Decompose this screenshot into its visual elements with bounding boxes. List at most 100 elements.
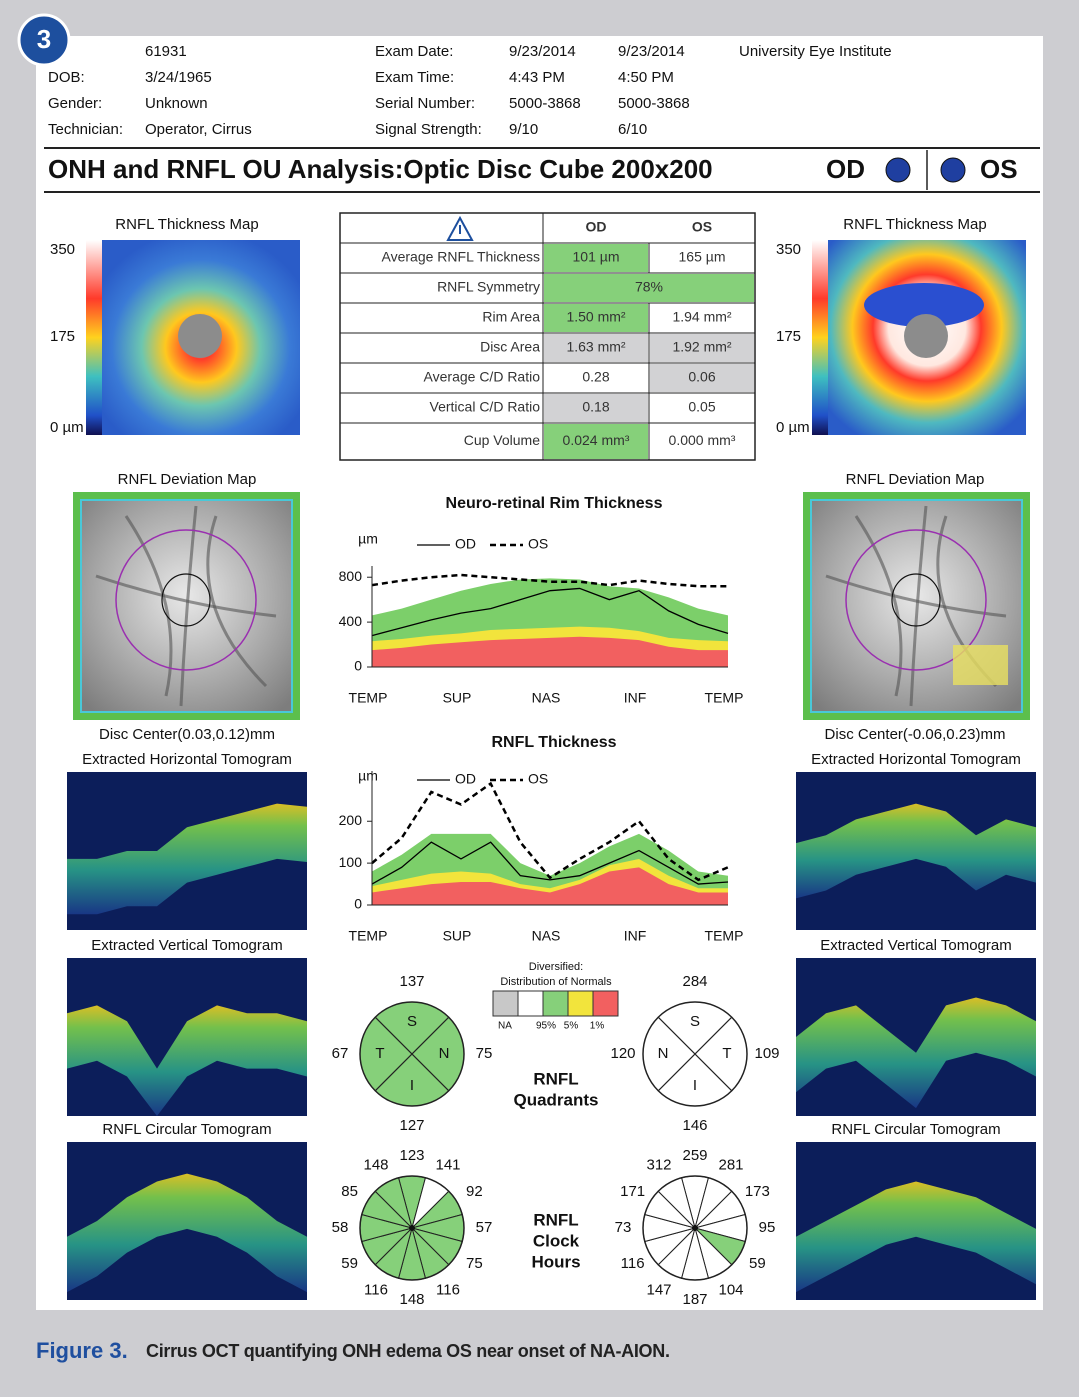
x-tick-label: INF xyxy=(624,928,647,944)
clock-value: 171 xyxy=(620,1183,645,1200)
field-value: Operator, Cirrus xyxy=(145,121,252,138)
legend-label: 1% xyxy=(590,1021,605,1032)
tomogram-layer xyxy=(67,1005,307,1116)
table-label: Vertical C/D Ratio xyxy=(430,399,541,415)
legend-label: OS xyxy=(528,771,548,787)
clock-value: 85 xyxy=(341,1183,358,1200)
legend-label: NA xyxy=(498,1021,512,1032)
table-cell xyxy=(544,244,648,272)
series-line xyxy=(371,587,729,637)
legend-title: Diversified: xyxy=(529,961,583,973)
quadrant-title: RNFL xyxy=(533,1069,578,1088)
legend-label: OD xyxy=(455,536,476,552)
chart-title: Neuro-retinal Rim Thickness xyxy=(446,495,663,512)
table-cell xyxy=(544,274,754,302)
clock-value: 73 xyxy=(615,1219,632,1236)
y-tick-label: 0 xyxy=(354,896,362,912)
od-label: OD xyxy=(826,154,865,184)
os-dot xyxy=(940,157,966,183)
clock-value: 95 xyxy=(759,1219,776,1236)
table-cell xyxy=(650,304,754,332)
exam-od: 4:43 PM xyxy=(509,69,565,86)
clock-outline xyxy=(359,1175,465,1281)
x-tick-label: NAS xyxy=(532,690,561,706)
caption-label: Figure 3. xyxy=(36,1338,128,1363)
patient-id: 61931 xyxy=(145,43,187,60)
series-line xyxy=(371,841,729,885)
scale-label: 0 µm xyxy=(50,419,84,436)
scale-label: 0 µm xyxy=(776,419,810,436)
y-tick-label: 800 xyxy=(339,568,363,584)
table-cell xyxy=(544,364,648,392)
report-title: ONH and RNFL OU Analysis:Optic Disc Cube… xyxy=(48,154,713,184)
field-label: DOB: xyxy=(48,69,85,86)
exam-os: 9/23/2014 xyxy=(618,43,685,60)
institute: University Eye Institute xyxy=(739,43,892,60)
table-cell xyxy=(544,334,648,362)
quadrant-letter: N xyxy=(658,1045,669,1062)
table-cell xyxy=(650,334,754,362)
exam-label: Exam Date: xyxy=(375,43,453,60)
quadrant-value: 67 xyxy=(332,1045,349,1062)
clock-value: 123 xyxy=(399,1147,424,1164)
exam-label: Exam Time: xyxy=(375,69,454,86)
clock-value: 92 xyxy=(466,1183,483,1200)
scale-label: 175 xyxy=(50,328,75,345)
quadrant-letter: I xyxy=(693,1077,697,1094)
tomogram-title: Extracted Vertical Tomogram xyxy=(91,937,282,954)
x-tick-label: TEMP xyxy=(705,928,744,944)
y-tick-label: 400 xyxy=(339,613,363,629)
clock-value: 187 xyxy=(682,1291,707,1308)
quadrant-value: 137 xyxy=(399,973,424,990)
table-value: 0.05 xyxy=(688,399,715,415)
field-label: Gender: xyxy=(48,95,102,112)
legend-box xyxy=(592,990,619,1017)
normal-band xyxy=(372,867,728,905)
table-value: 0.18 xyxy=(582,399,609,415)
quadrant-letter: T xyxy=(722,1045,731,1062)
table-label: Average C/D Ratio xyxy=(424,369,541,385)
clock-title: RNFL xyxy=(533,1210,578,1229)
tomogram-title: Extracted Horizontal Tomogram xyxy=(811,751,1021,768)
clock-center xyxy=(692,1225,698,1231)
y-tick-label: 100 xyxy=(339,854,363,870)
field-value: Unknown xyxy=(145,95,208,112)
table-label: Average RNFL Thickness xyxy=(382,249,540,265)
table-value: 1.92 mm² xyxy=(672,339,731,355)
table-value: 1.94 mm² xyxy=(672,309,731,325)
x-tick-label: TEMP xyxy=(349,690,388,706)
legend-label: OD xyxy=(455,771,476,787)
legend-label: 5% xyxy=(564,1021,579,1032)
table-cell xyxy=(650,424,754,459)
exam-os: 4:50 PM xyxy=(618,69,674,86)
badge-number: 3 xyxy=(37,24,51,54)
quadrant-value: 127 xyxy=(399,1117,424,1134)
clock-value: 116 xyxy=(621,1255,645,1272)
color-bar xyxy=(812,240,828,435)
legend-box xyxy=(542,990,569,1017)
clock-outline xyxy=(642,1175,748,1281)
table-value: 0.000 mm³ xyxy=(669,432,736,448)
summary-table: OD OS Average RNFL Thickness 101 µm 165 µm RN… xyxy=(339,212,756,461)
clock-value: 116 xyxy=(364,1281,388,1298)
map-cup xyxy=(864,283,984,327)
table-value: 101 µm xyxy=(573,249,620,265)
scale-label: 350 xyxy=(776,241,801,258)
clock-value: 259 xyxy=(682,1147,707,1164)
tomogram-layer xyxy=(796,997,1036,1109)
table-value: 1.63 mm² xyxy=(566,339,625,355)
vessel xyxy=(124,515,173,697)
quadrant-letter: S xyxy=(690,1013,700,1030)
table-cell xyxy=(650,244,754,272)
quadrant-title: Quadrants xyxy=(513,1090,598,1109)
y-axis-label: µm xyxy=(358,768,378,784)
legend-title: Distribution of Normals xyxy=(500,976,612,988)
deviation-patch xyxy=(953,645,1008,685)
scale-label: 350 xyxy=(50,241,75,258)
od-dot xyxy=(885,157,911,183)
x-tick-label: TEMP xyxy=(705,690,744,706)
exam-od: 9/23/2014 xyxy=(509,43,576,60)
field-value: 3/24/1965 xyxy=(145,69,212,86)
